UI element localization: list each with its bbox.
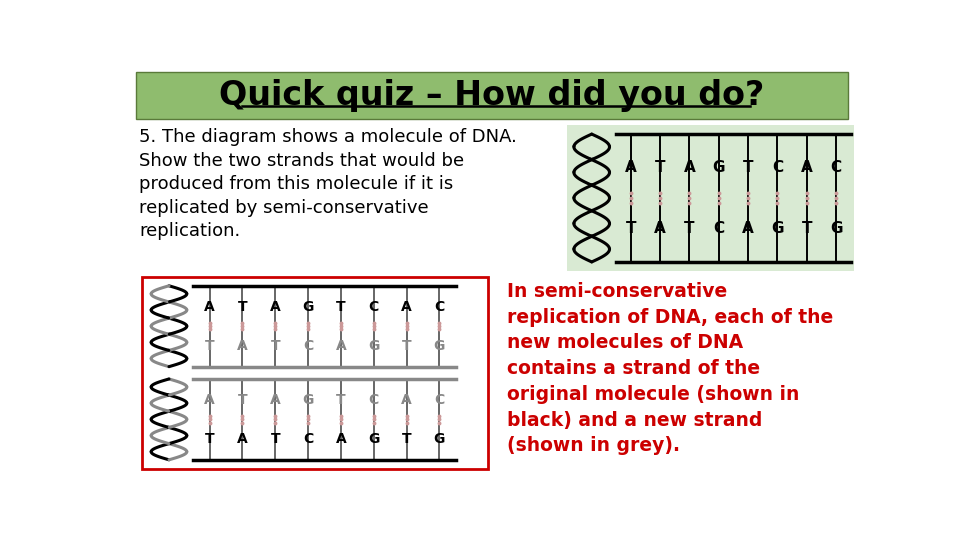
Text: Quick quiz – How did you do?: Quick quiz – How did you do? bbox=[220, 79, 764, 112]
Text: C: C bbox=[713, 221, 724, 236]
Text: T: T bbox=[336, 300, 346, 314]
Text: A: A bbox=[401, 300, 412, 314]
Text: A: A bbox=[336, 432, 347, 446]
Text: T: T bbox=[238, 300, 248, 314]
Bar bbox=[142, 276, 488, 469]
Text: C: C bbox=[434, 300, 444, 314]
Text: In semi-conservative
replication of DNA, each of the
new molecules of DNA
contai: In semi-conservative replication of DNA,… bbox=[508, 282, 833, 455]
Text: A: A bbox=[801, 160, 813, 175]
Text: T: T bbox=[402, 432, 412, 446]
Text: G: G bbox=[829, 221, 842, 236]
Text: C: C bbox=[830, 160, 842, 175]
Text: A: A bbox=[654, 221, 666, 236]
Text: T: T bbox=[743, 160, 754, 175]
Text: T: T bbox=[625, 221, 636, 236]
Text: A: A bbox=[742, 221, 754, 236]
Text: G: G bbox=[302, 393, 314, 407]
Text: A: A bbox=[270, 300, 280, 314]
Text: G: G bbox=[712, 160, 725, 175]
Text: C: C bbox=[369, 300, 379, 314]
Text: A: A bbox=[204, 393, 215, 407]
Text: T: T bbox=[271, 339, 280, 353]
Text: A: A bbox=[270, 393, 280, 407]
Text: G: G bbox=[434, 339, 445, 353]
Text: T: T bbox=[204, 339, 214, 353]
Text: A: A bbox=[336, 339, 347, 353]
Text: T: T bbox=[336, 393, 346, 407]
Bar bbox=[567, 125, 853, 271]
Text: 5. The diagram shows a molecule of DNA.
Show the two strands that would be
produ: 5. The diagram shows a molecule of DNA. … bbox=[139, 128, 517, 240]
Text: A: A bbox=[401, 393, 412, 407]
Text: G: G bbox=[368, 339, 379, 353]
Text: C: C bbox=[772, 160, 783, 175]
Text: A: A bbox=[204, 300, 215, 314]
Text: T: T bbox=[684, 221, 695, 236]
Text: T: T bbox=[655, 160, 665, 175]
Text: A: A bbox=[625, 160, 636, 175]
Text: G: G bbox=[368, 432, 379, 446]
Text: A: A bbox=[237, 339, 248, 353]
Text: T: T bbox=[271, 432, 280, 446]
Text: G: G bbox=[434, 432, 445, 446]
Text: A: A bbox=[684, 160, 695, 175]
Text: C: C bbox=[303, 432, 313, 446]
Text: T: T bbox=[802, 221, 812, 236]
Text: A: A bbox=[237, 432, 248, 446]
Text: T: T bbox=[402, 339, 412, 353]
Text: T: T bbox=[238, 393, 248, 407]
Text: C: C bbox=[369, 393, 379, 407]
Bar bbox=[136, 72, 848, 119]
Text: G: G bbox=[302, 300, 314, 314]
Text: G: G bbox=[771, 221, 783, 236]
Text: C: C bbox=[303, 339, 313, 353]
Text: T: T bbox=[204, 432, 214, 446]
Text: C: C bbox=[434, 393, 444, 407]
